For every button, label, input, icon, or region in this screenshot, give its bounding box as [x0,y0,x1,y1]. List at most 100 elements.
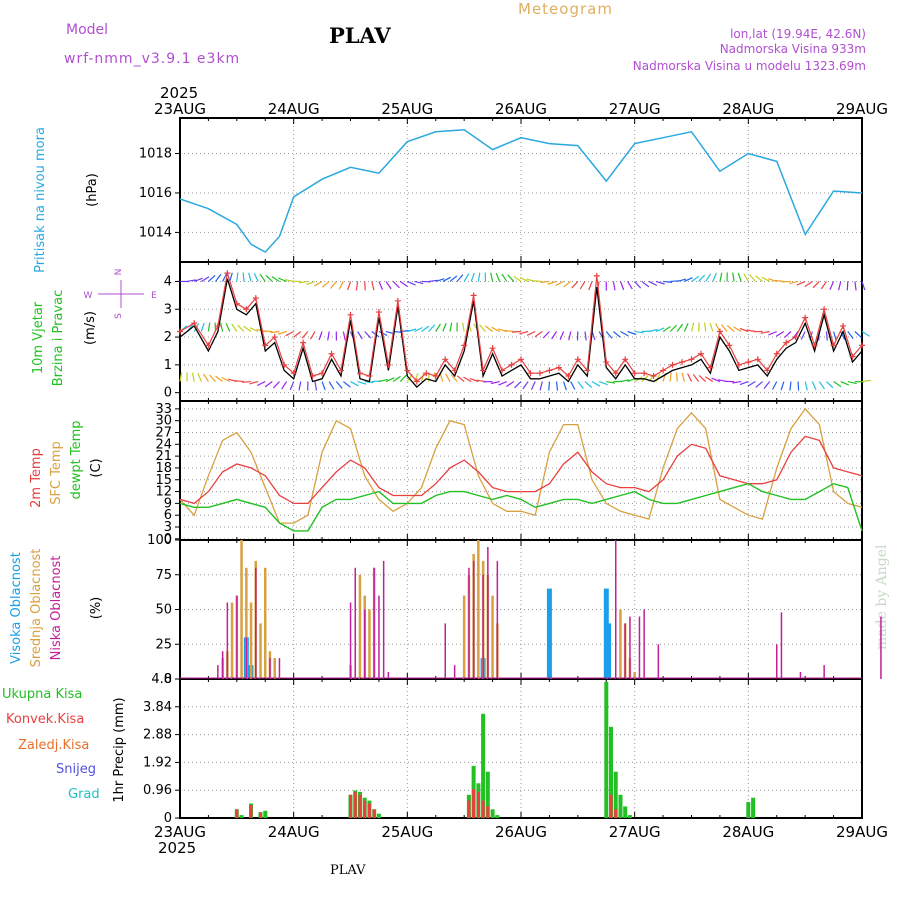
wind-arrow [847,331,854,340]
wind-arrow [338,281,344,290]
wind-gust-marker [849,353,856,360]
wind-arrow [539,381,543,391]
wind-gust-marker [262,342,269,349]
wind-gust-marker [546,367,553,374]
y-tick-label: 25 [155,637,172,652]
footer-station: PLAV [330,863,366,878]
wind-arrow [271,276,280,282]
wind-arrow [840,380,850,386]
wind-gust-marker [792,334,799,341]
wind-arrow [242,272,245,282]
wind-arrow [314,381,318,391]
wind-arrow [655,327,665,333]
x-day-label-top: 24AUG [268,100,320,118]
year-bottom: 2025 [158,839,196,857]
wind-arrow [495,272,501,282]
wind-arrow [392,281,400,289]
wind-gust-marker [565,372,572,379]
y-tick-label: 2.88 [143,728,172,743]
wind-arrow [321,281,330,288]
wind-gust-marker [593,272,600,279]
y-tick-label: 21 [155,449,172,464]
cloud-bar-niska [453,665,456,679]
wind-gust-marker [442,356,449,363]
wind-arrow [197,372,202,382]
wind-gust-marker [508,361,515,368]
y-tick-label: 2 [164,330,172,345]
cloud-bar-srednja [249,602,253,679]
cloud-bar-srednja [633,672,636,679]
x-day-label-bottom: 27AUG [609,823,661,841]
wind-arrow [200,322,205,332]
wind-arrow [281,381,288,390]
wind-gust-marker [688,356,695,363]
wind-arrow [477,272,481,282]
wind-gust-marker [679,359,686,366]
precip-bar-konvek [249,805,253,818]
wind-arrow [570,381,576,390]
wind-gust-marker [716,328,723,335]
wind-arrow [619,281,625,291]
wind-gust-marker [660,367,667,374]
wind-gust-marker [480,367,487,374]
x-day-label-bottom: 24AUG [268,823,320,841]
wind-arrow [563,381,567,391]
wind-arrow [215,273,222,282]
wind-arrow [833,331,837,341]
wind-gust-marker [603,359,610,366]
wind-arrow [726,325,735,332]
wind-arrow [743,273,749,282]
precip-bar-ukupna [609,726,613,818]
precip-bar-ukupna [604,681,609,818]
wind-arrow [253,273,259,282]
wind-gust-marker [385,361,392,368]
wind-arrow [264,381,273,388]
wind-arrow [203,373,209,382]
cloud-bar-niska [236,595,238,679]
wind-arrow [350,381,359,387]
y-tick-label: 0 [164,532,172,547]
wind-gust-marker [205,342,212,349]
precip-bar-ukupna [481,713,486,819]
precip-bar-ukupna [618,794,623,818]
cloud-bar-niska [823,665,825,679]
wind-arrow [248,272,252,282]
wind-arrow [684,277,693,283]
wind-gust-marker [233,300,240,307]
wind-arrow [207,322,211,332]
precip-bar-ukupna [623,806,628,818]
wind-arrow [812,281,820,289]
cloud-bar-srednja [619,609,622,679]
wind-arrow [327,331,330,341]
wind-arrow [829,281,835,290]
wind-arrow [449,322,453,332]
wind-arrow [470,272,475,282]
wind-arrow [548,381,551,391]
y-tick-label: 3.84 [143,700,172,715]
cloud-bar-visoka [606,623,612,679]
wind-gust-marker [622,356,629,363]
wind-arrow [547,280,557,285]
wind-gust-marker [697,350,704,357]
cloud-bar-niska [382,560,385,679]
precip-bar-konvek [235,809,239,818]
wind-arrow [342,331,346,341]
y-tick-label: 27 [155,426,172,441]
cloud-bar-srednja [240,540,243,679]
wind-arrow [620,379,630,383]
wind-arrow [442,276,452,282]
wind-arrow [272,381,280,389]
wind-arrow [456,375,465,383]
cloud-bar-niska [482,574,484,680]
wind-arrow [215,375,223,383]
wind-arrow [522,381,529,390]
wind-arrow [378,281,384,290]
wind-arrow [243,325,252,332]
wind-arrow [551,331,558,340]
wind-ylabel: (m/s) [83,311,98,345]
wind-arrow [598,380,608,386]
wind-arrow [820,281,827,290]
wind-arrow [861,281,866,291]
wind-arrow [833,381,842,388]
wind-arrow [749,274,756,282]
